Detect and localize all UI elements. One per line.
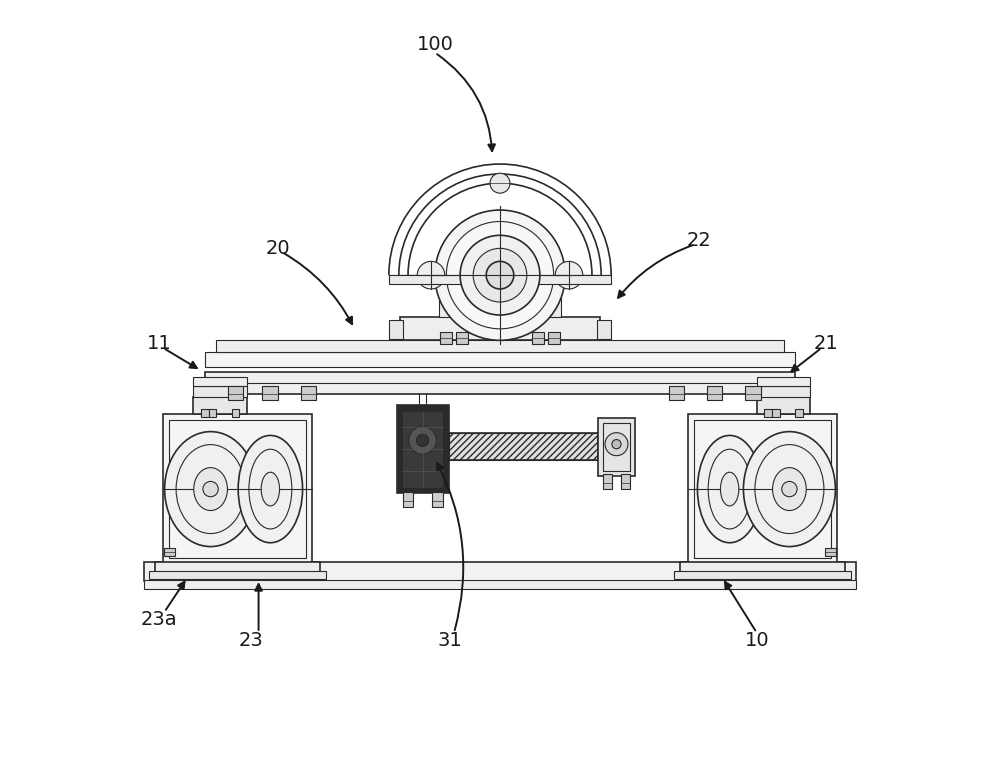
- Bar: [403, 492, 413, 507]
- Text: 31: 31: [438, 631, 463, 650]
- Ellipse shape: [697, 435, 762, 543]
- Bar: [764, 409, 772, 417]
- Bar: [449, 433, 598, 460]
- Bar: [680, 561, 845, 573]
- Bar: [301, 386, 316, 400]
- Bar: [621, 474, 630, 489]
- Ellipse shape: [238, 435, 303, 543]
- Bar: [542, 275, 561, 317]
- Bar: [674, 571, 851, 579]
- Bar: [449, 433, 598, 460]
- Circle shape: [409, 427, 436, 454]
- Bar: [603, 423, 630, 471]
- Bar: [440, 332, 452, 344]
- Bar: [262, 386, 278, 400]
- Bar: [795, 409, 803, 417]
- Circle shape: [612, 439, 621, 449]
- Bar: [456, 332, 468, 344]
- Bar: [163, 415, 312, 564]
- Bar: [149, 571, 326, 579]
- Bar: [688, 415, 837, 564]
- Bar: [205, 372, 795, 394]
- Bar: [745, 386, 761, 400]
- Text: 23a: 23a: [141, 610, 177, 629]
- Bar: [597, 320, 611, 339]
- Bar: [232, 409, 239, 417]
- Circle shape: [486, 262, 514, 289]
- Bar: [439, 275, 458, 317]
- Text: 10: 10: [744, 631, 769, 650]
- Text: 21: 21: [813, 334, 838, 354]
- Bar: [757, 386, 810, 398]
- Text: 20: 20: [265, 239, 290, 258]
- Text: 11: 11: [147, 334, 171, 354]
- Bar: [193, 377, 247, 386]
- Circle shape: [435, 210, 565, 340]
- Bar: [216, 340, 784, 352]
- Ellipse shape: [720, 472, 739, 506]
- Bar: [432, 492, 443, 507]
- Circle shape: [473, 249, 527, 302]
- Circle shape: [460, 235, 540, 315]
- Text: 22: 22: [687, 231, 712, 250]
- Circle shape: [416, 435, 429, 446]
- Bar: [603, 474, 612, 489]
- Ellipse shape: [261, 472, 280, 506]
- Ellipse shape: [773, 468, 806, 510]
- Circle shape: [782, 482, 797, 496]
- Bar: [772, 409, 780, 417]
- Bar: [228, 386, 243, 400]
- Bar: [155, 561, 320, 573]
- Circle shape: [203, 482, 218, 496]
- Bar: [209, 409, 216, 417]
- Circle shape: [555, 262, 583, 289]
- Ellipse shape: [743, 432, 835, 547]
- Bar: [532, 332, 544, 344]
- Bar: [193, 386, 247, 398]
- Bar: [144, 562, 856, 581]
- Bar: [205, 352, 795, 367]
- Text: 23: 23: [239, 631, 263, 650]
- Bar: [400, 317, 600, 340]
- Ellipse shape: [165, 432, 257, 547]
- Bar: [164, 548, 175, 556]
- Bar: [169, 421, 306, 557]
- Bar: [694, 421, 831, 557]
- Bar: [669, 386, 684, 400]
- Bar: [402, 411, 443, 488]
- Bar: [598, 418, 635, 476]
- Text: 100: 100: [416, 36, 453, 55]
- Circle shape: [417, 262, 445, 289]
- Circle shape: [446, 222, 554, 329]
- Circle shape: [605, 432, 628, 455]
- Bar: [757, 398, 810, 415]
- Bar: [144, 580, 856, 589]
- Bar: [389, 275, 611, 284]
- Bar: [757, 377, 810, 386]
- Bar: [825, 548, 836, 556]
- Bar: [707, 386, 722, 400]
- Bar: [389, 320, 403, 339]
- Bar: [548, 332, 560, 344]
- Bar: [193, 398, 247, 415]
- Bar: [397, 405, 449, 493]
- Ellipse shape: [194, 468, 227, 510]
- Bar: [201, 409, 209, 417]
- Circle shape: [490, 173, 510, 193]
